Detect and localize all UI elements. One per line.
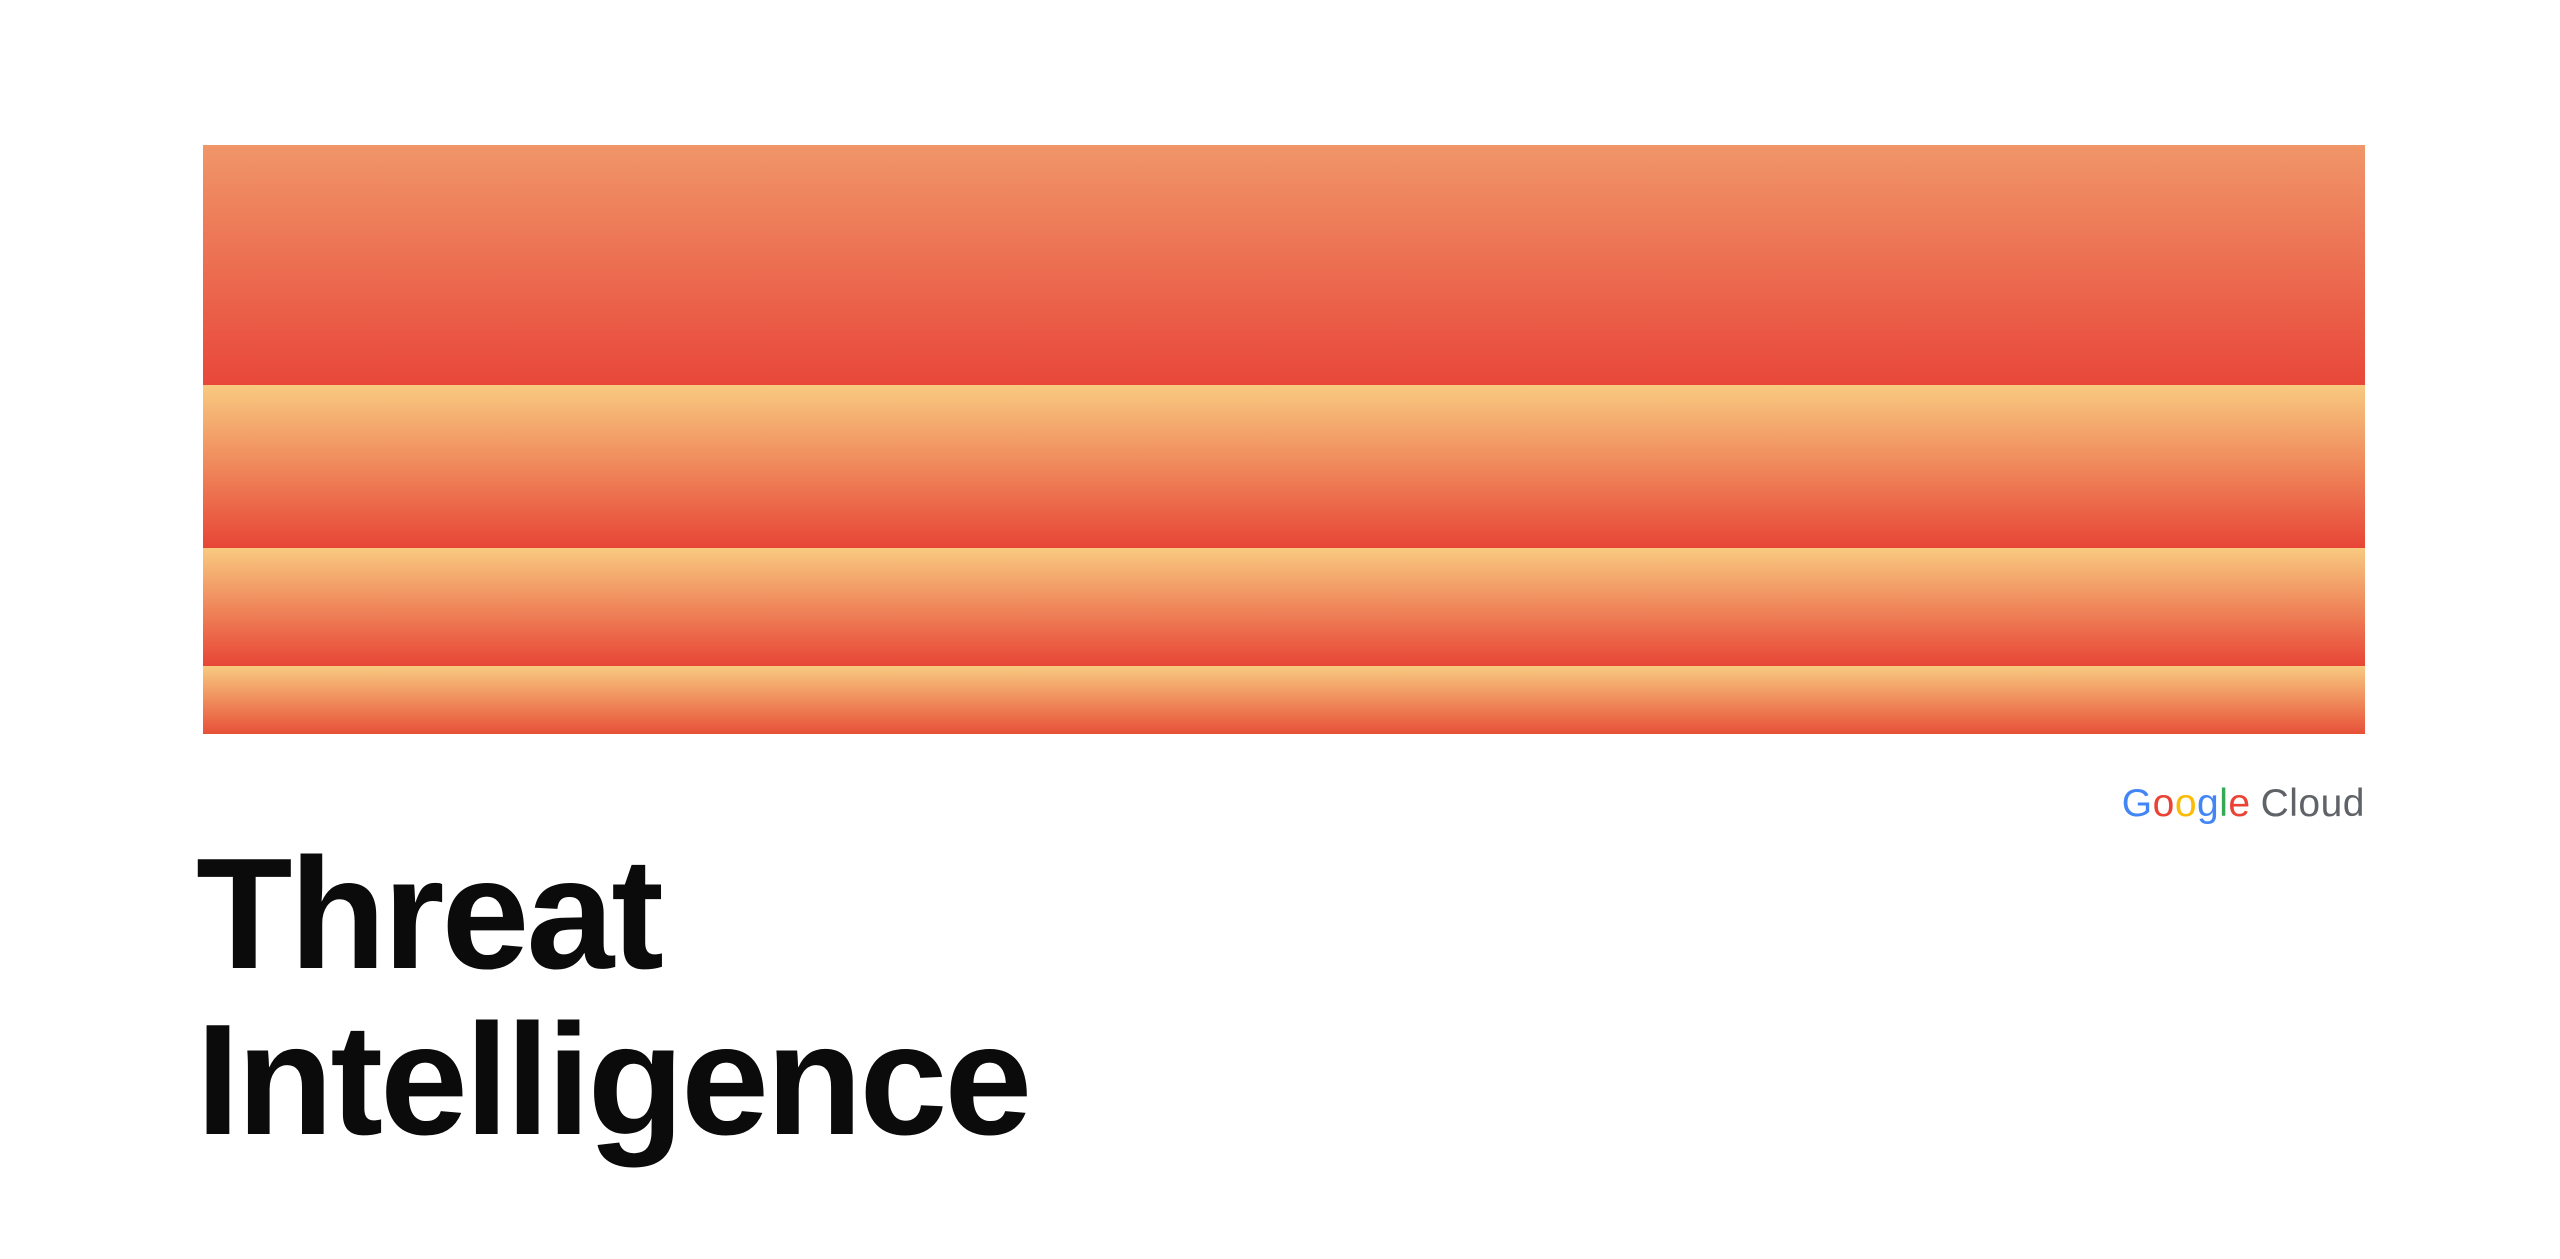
banner-band-3 [203,548,2365,666]
google-letter: o [2152,782,2175,825]
google-letter: o [2174,782,2198,825]
banner-band-2 [203,385,2365,548]
google-letter: g [2197,782,2220,825]
google-letter: e [2228,782,2251,825]
gradient-stripe-banner [203,145,2365,734]
title-line-1: Threat [196,826,664,1002]
title-line-2: Intelligence [196,992,1032,1168]
page-title: Threat Intelligence [196,831,1032,1163]
google-letter: G [2121,782,2153,825]
banner-band-1 [203,145,2365,385]
google-wordmark: Google [2122,782,2251,825]
cloud-wordmark: Cloud [2260,782,2365,825]
banner-band-4 [203,666,2365,734]
google-letter: l [2219,782,2229,825]
google-cloud-logo: Google Cloud [2122,784,2365,823]
